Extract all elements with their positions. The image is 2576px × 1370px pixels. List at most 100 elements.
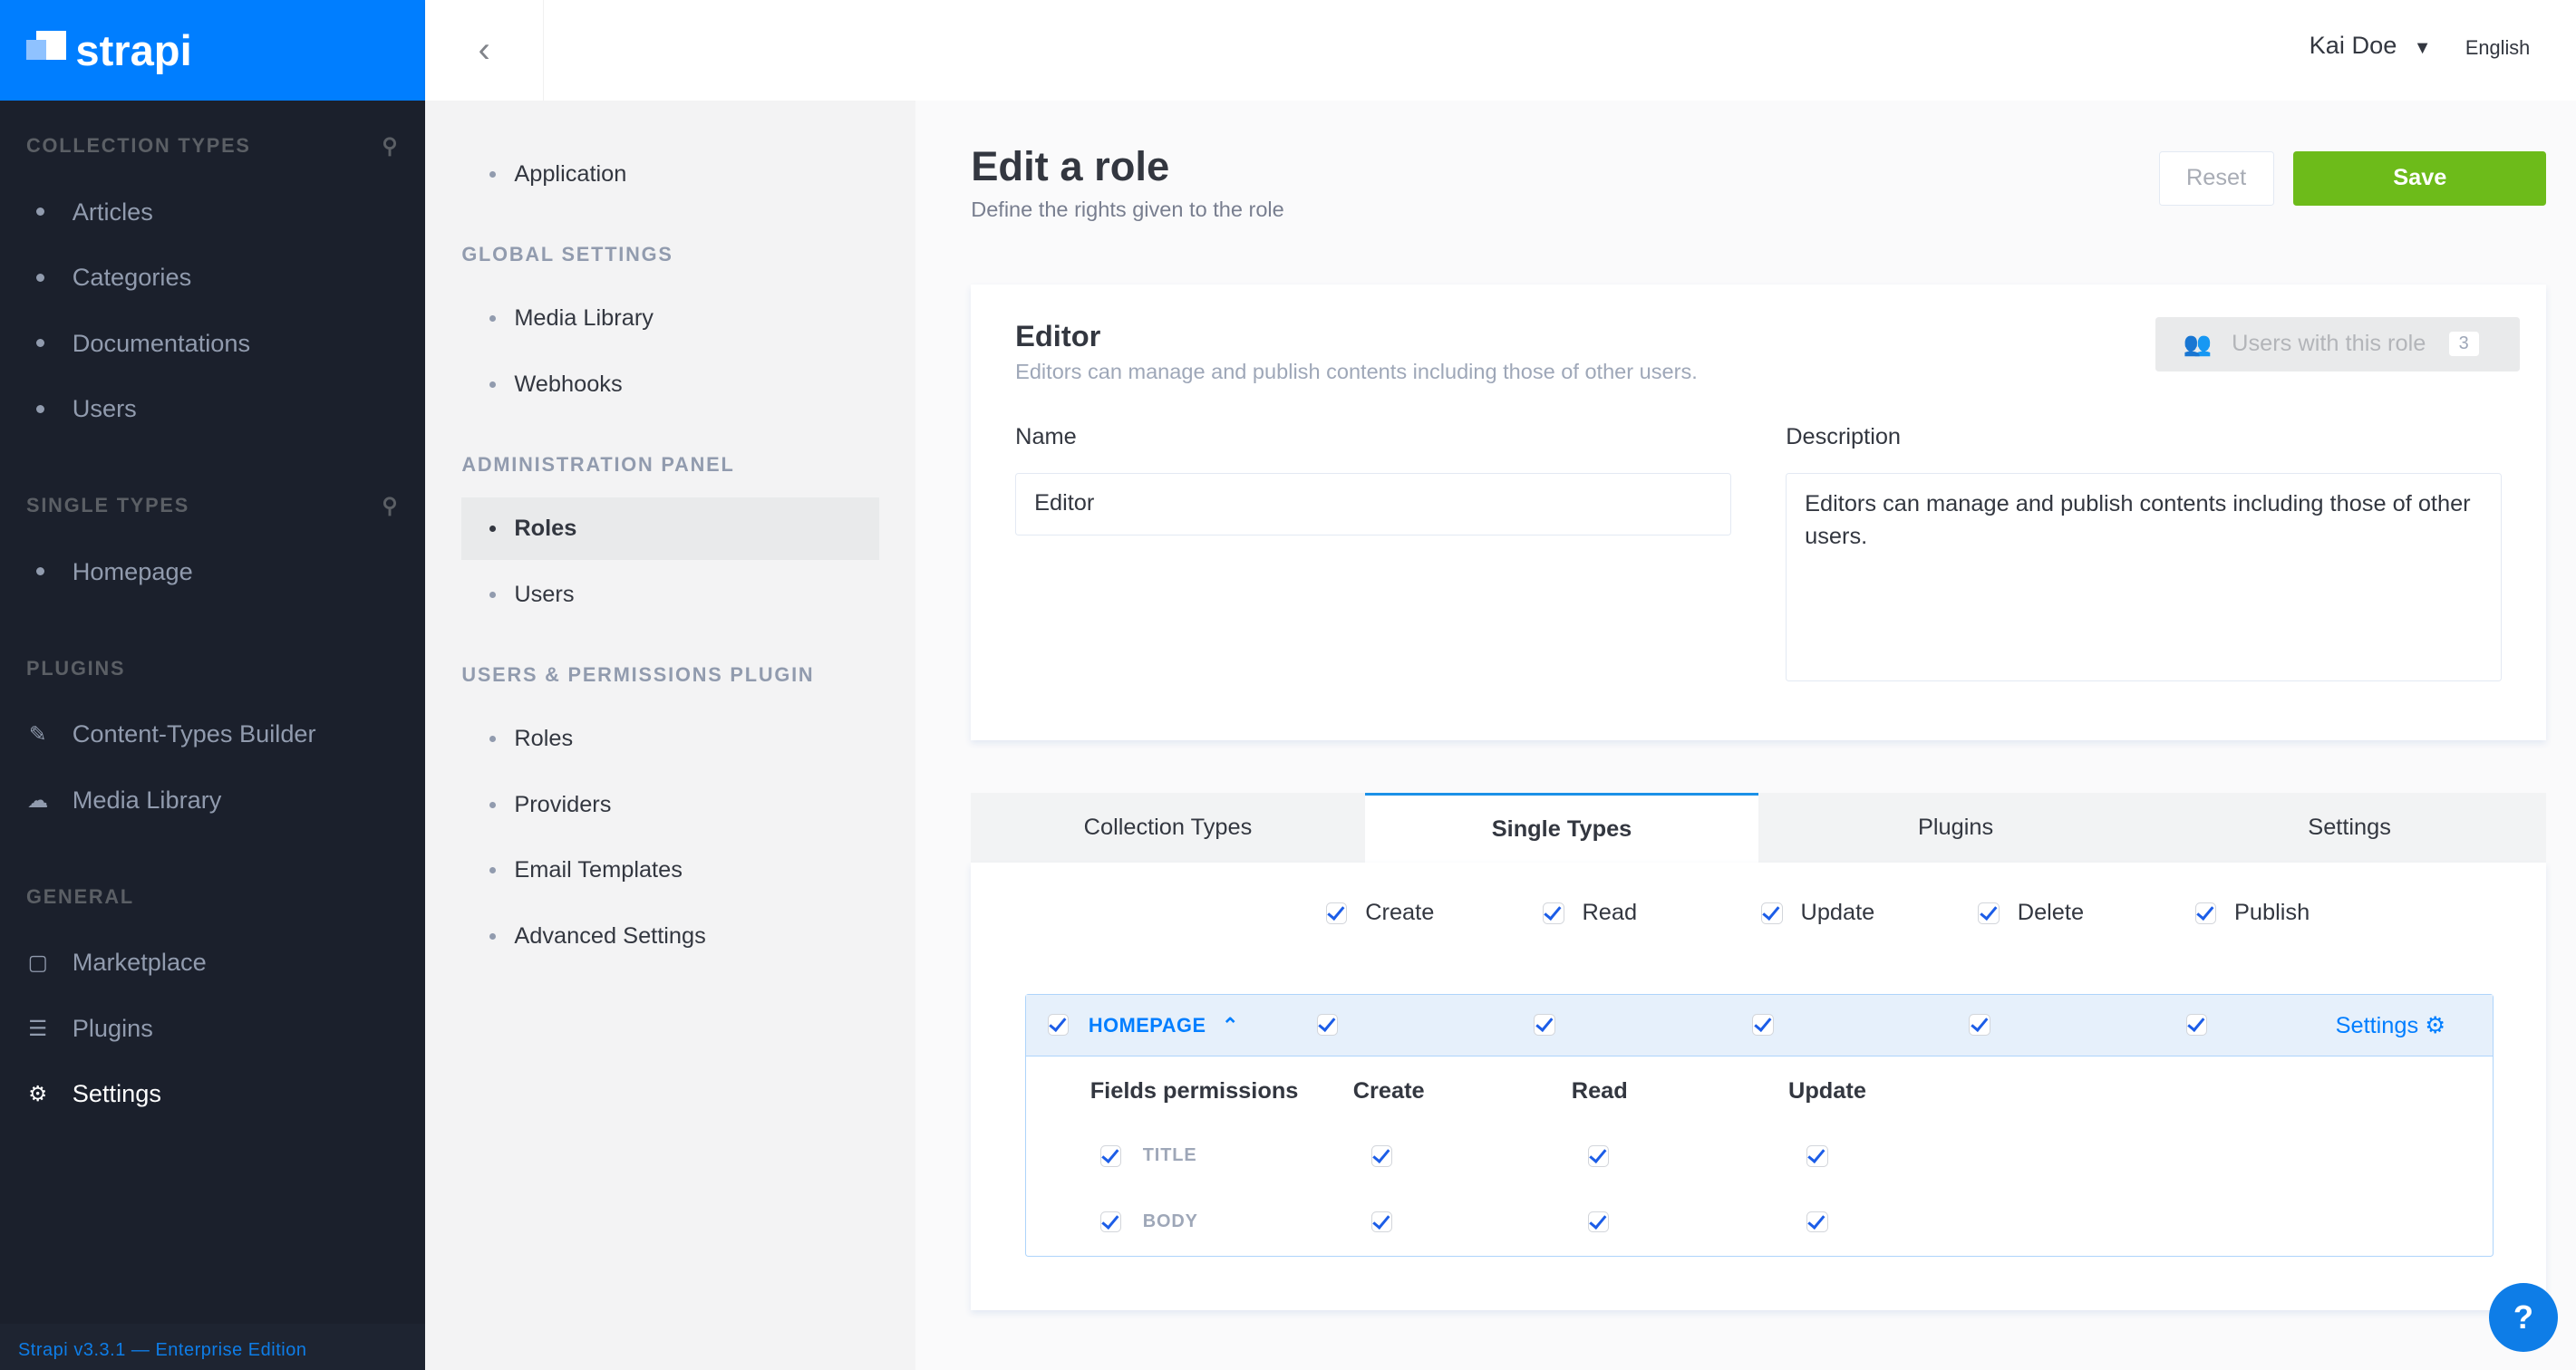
field-body-update-checkbox[interactable]	[1806, 1211, 1828, 1233]
nav-item-documentations[interactable]: Documentations	[26, 311, 399, 377]
role-details-card: Editor Editors can manage and publish co…	[971, 284, 2547, 741]
description-textarea[interactable]: Editors can manage and publish contents …	[1786, 473, 2503, 682]
users-with-role-button[interactable]: 👥 Users with this role 3	[2155, 316, 2521, 371]
subnav-item-label: Roles	[514, 726, 574, 752]
nav-item-articles[interactable]: Articles	[26, 179, 399, 246]
homepage-create-checkbox[interactable]	[1316, 1014, 1339, 1036]
homepage-update-checkbox[interactable]	[1752, 1014, 1774, 1036]
gear-icon: ⚙	[2425, 1012, 2445, 1038]
field-body-read-checkbox[interactable]	[1587, 1211, 1610, 1233]
subnav-item-advanced-settings[interactable]: Advanced Settings	[461, 905, 878, 968]
tab-single-types[interactable]: Single Types	[1364, 793, 1759, 863]
field-title-checkbox[interactable]	[1099, 1145, 1122, 1167]
nav-item-label: Articles	[72, 197, 153, 226]
list-icon: ☰	[28, 1016, 48, 1040]
action-read[interactable]: Read	[1542, 900, 1637, 926]
collapse-menu-button[interactable]: ‹	[425, 0, 544, 101]
checkbox[interactable]	[1542, 902, 1564, 924]
checkbox[interactable]	[1325, 902, 1348, 924]
user-menu[interactable]: Kai Doe ▼	[2310, 31, 2432, 60]
action-publish[interactable]: Publish	[2194, 900, 2310, 926]
homepage-delete-checkbox[interactable]	[1969, 1014, 1990, 1036]
nav-item-label: Users	[72, 394, 137, 423]
search-icon[interactable]: ⚲	[382, 494, 400, 518]
action-delete[interactable]: Delete	[1978, 900, 2084, 926]
homepage-read-checkbox[interactable]	[1534, 1014, 1555, 1036]
action-label: Delete	[2017, 900, 2085, 926]
homepage-publish-checkbox[interactable]	[2185, 1014, 2208, 1036]
section-title-text: SINGLE TYPES	[26, 494, 190, 517]
description-label: Description	[1786, 423, 1902, 449]
name-label: Name	[1015, 423, 1077, 449]
bullet-icon	[489, 801, 497, 808]
chevron-up-icon: ⌃	[1221, 1014, 1239, 1037]
nav-section-title: GENERAL	[26, 863, 399, 930]
search-icon[interactable]: ⚲	[382, 134, 400, 159]
subnav-item-roles[interactable]: Roles	[461, 708, 878, 770]
subnav-item-label: Users	[514, 581, 575, 607]
nav-item-categories[interactable]: Categories	[26, 245, 399, 311]
subnav-item-label: Advanced Settings	[514, 922, 706, 949]
checkbox[interactable]	[1761, 902, 1783, 924]
nav-item-settings[interactable]: ⚙ Settings	[26, 1061, 399, 1127]
users-count-badge: 3	[2448, 332, 2479, 357]
section-title-text: GENERAL	[26, 884, 135, 908]
field-body-checkbox[interactable]	[1099, 1211, 1122, 1233]
content-type-name: HOMEPAGE	[1088, 1014, 1206, 1037]
subnav-item-providers[interactable]: Providers	[461, 774, 878, 836]
nav-item-label: Marketplace	[72, 948, 207, 977]
tab-collection-types[interactable]: Collection Types	[1083, 815, 1253, 840]
select-all-checkbox[interactable]	[1047, 1014, 1070, 1036]
strapi-logo[interactable]: strapi	[0, 0, 426, 101]
field-body-create-checkbox[interactable]	[1370, 1211, 1393, 1233]
subnav-item-label: Media Library	[514, 305, 654, 332]
checkbox[interactable]	[1978, 902, 2000, 924]
action-update[interactable]: Update	[1761, 900, 1874, 926]
field-title-create-checkbox[interactable]	[1370, 1145, 1393, 1167]
homepage-settings-link[interactable]: Settings ⚙	[2336, 1011, 2445, 1039]
save-button[interactable]: Save	[2293, 150, 2547, 206]
nav-item-media-library[interactable]: ☁ Media Library	[26, 767, 399, 833]
settings-label: Settings	[2335, 1012, 2419, 1038]
subnav-item-email-templates[interactable]: Email Templates	[461, 839, 878, 902]
paintbrush-icon: ✎	[28, 722, 47, 747]
nav-item-marketplace[interactable]: ▢ Marketplace	[26, 930, 399, 996]
user-name: Kai Doe	[2309, 31, 2397, 60]
bullet-icon	[35, 339, 44, 348]
name-input[interactable]: Editor	[1015, 473, 1732, 535]
nav-item-plugins[interactable]: ☰ Plugins	[26, 995, 399, 1061]
role-name-heading: Editor	[1015, 318, 1101, 352]
nav-section-title: SINGLE TYPES ⚲	[26, 473, 399, 539]
section-title-text: PLUGINS	[26, 656, 126, 680]
tab-settings[interactable]: Settings	[2308, 815, 2391, 840]
homepage-toggle[interactable]: HOMEPAGE ⌃	[1089, 1014, 1239, 1037]
gear-icon: ⚙	[28, 1082, 48, 1106]
action-create[interactable]: Create	[1325, 900, 1435, 926]
tab-plugins[interactable]: Plugins	[1917, 815, 1994, 840]
fields-permissions-header: Fields permissions	[1089, 1078, 1299, 1104]
settings-subnav: Application GLOBAL SETTINGS Media Library…	[425, 100, 915, 1370]
nav-item-homepage[interactable]: Homepage	[26, 539, 399, 605]
field-action-header: Update	[1788, 1078, 1866, 1104]
field-action-header: Create	[1352, 1078, 1425, 1104]
subnav-item-webhooks[interactable]: Webhooks	[461, 353, 878, 416]
field-title-update-checkbox[interactable]	[1806, 1145, 1828, 1167]
help-button[interactable]: ?	[2488, 1282, 2559, 1352]
subnav-item-label: Application	[514, 160, 627, 187]
field-name: BODY	[1142, 1211, 1198, 1231]
subnav-item-application[interactable]: Application	[461, 143, 878, 206]
subnav-item-media-library[interactable]: Media Library	[461, 287, 878, 350]
field-name: TITLE	[1142, 1145, 1197, 1166]
language-selector[interactable]: English	[2465, 35, 2531, 59]
permissions-card: Create Read Update Delete Publish HOMEPAGE ⌃…	[971, 862, 2547, 1311]
reset-button[interactable]: Reset	[2158, 150, 2274, 206]
nav-item-users[interactable]: Users	[26, 376, 399, 442]
checkbox[interactable]	[2194, 902, 2217, 924]
nav-item-content-types-builder[interactable]: ✎ Content-Types Builder	[26, 701, 399, 767]
nav-item-label: Documentations	[72, 328, 251, 357]
action-label: Create	[1365, 900, 1435, 926]
subnav-item-roles[interactable]: Roles	[461, 497, 879, 561]
section-title-text: COLLECTION TYPES	[26, 134, 251, 158]
subnav-item-users[interactable]: Users	[461, 564, 878, 626]
field-title-read-checkbox[interactable]	[1587, 1145, 1610, 1167]
